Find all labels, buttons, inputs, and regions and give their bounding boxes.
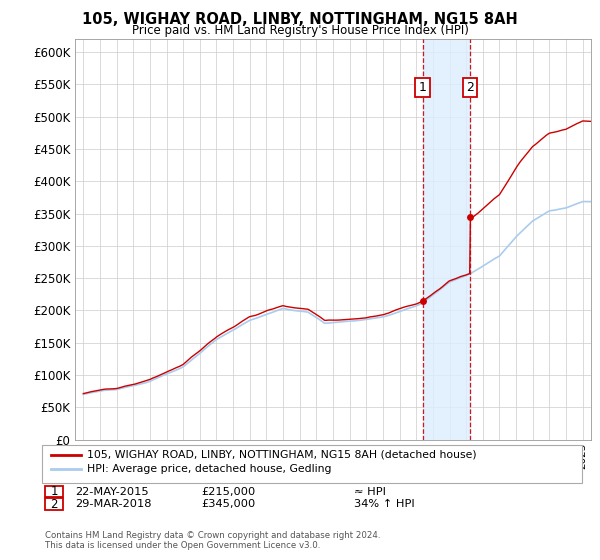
Text: Price paid vs. HM Land Registry's House Price Index (HPI): Price paid vs. HM Land Registry's House … <box>131 24 469 36</box>
Text: £215,000: £215,000 <box>201 487 255 497</box>
Text: 34% ↑ HPI: 34% ↑ HPI <box>354 499 415 509</box>
Text: 29-MAR-2018: 29-MAR-2018 <box>75 499 151 509</box>
Text: 105, WIGHAY ROAD, LINBY, NOTTINGHAM, NG15 8AH: 105, WIGHAY ROAD, LINBY, NOTTINGHAM, NG1… <box>82 12 518 27</box>
Text: 2: 2 <box>466 81 474 94</box>
Text: ≈ HPI: ≈ HPI <box>354 487 386 497</box>
Text: 1: 1 <box>50 485 58 498</box>
Text: 1: 1 <box>419 81 427 94</box>
Text: 2: 2 <box>50 497 58 511</box>
Text: 22-MAY-2015: 22-MAY-2015 <box>75 487 149 497</box>
Text: Contains HM Land Registry data © Crown copyright and database right 2024.
This d: Contains HM Land Registry data © Crown c… <box>45 530 380 550</box>
Text: 105, WIGHAY ROAD, LINBY, NOTTINGHAM, NG15 8AH (detached house): 105, WIGHAY ROAD, LINBY, NOTTINGHAM, NG1… <box>87 450 476 460</box>
Text: HPI: Average price, detached house, Gedling: HPI: Average price, detached house, Gedl… <box>87 464 331 474</box>
Bar <box>422 39 470 440</box>
Text: £345,000: £345,000 <box>201 499 255 509</box>
